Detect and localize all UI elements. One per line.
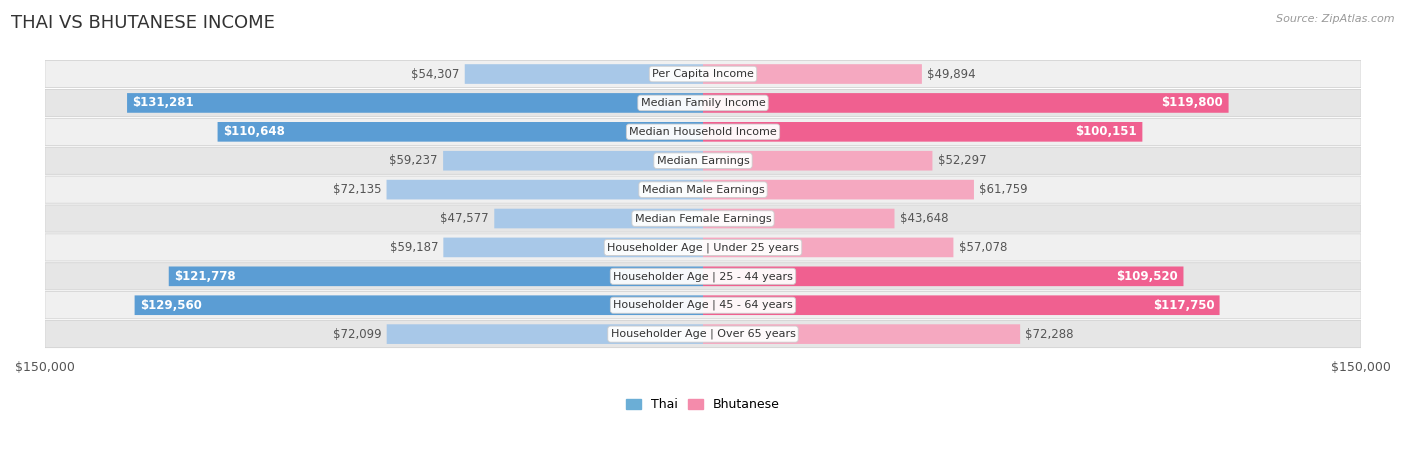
Text: $57,078: $57,078	[959, 241, 1007, 254]
FancyBboxPatch shape	[45, 118, 1361, 145]
Text: Source: ZipAtlas.com: Source: ZipAtlas.com	[1277, 14, 1395, 24]
Text: $72,288: $72,288	[1025, 328, 1074, 340]
FancyBboxPatch shape	[703, 238, 953, 257]
FancyBboxPatch shape	[45, 89, 1361, 116]
FancyBboxPatch shape	[45, 176, 1361, 203]
Text: $54,307: $54,307	[411, 68, 460, 80]
Text: Median Household Income: Median Household Income	[628, 127, 778, 137]
Text: $129,560: $129,560	[139, 299, 201, 311]
Text: $47,577: $47,577	[440, 212, 489, 225]
FancyBboxPatch shape	[127, 93, 703, 113]
Text: Median Earnings: Median Earnings	[657, 156, 749, 166]
Text: $100,151: $100,151	[1076, 125, 1137, 138]
FancyBboxPatch shape	[465, 64, 703, 84]
FancyBboxPatch shape	[703, 296, 1219, 315]
Text: $59,237: $59,237	[389, 154, 437, 167]
Text: $131,281: $131,281	[132, 96, 194, 109]
FancyBboxPatch shape	[495, 209, 703, 228]
Text: Median Male Earnings: Median Male Earnings	[641, 184, 765, 195]
Text: $49,894: $49,894	[927, 68, 976, 80]
Text: $109,520: $109,520	[1116, 270, 1178, 283]
FancyBboxPatch shape	[135, 296, 703, 315]
FancyBboxPatch shape	[45, 60, 1361, 88]
Text: $72,099: $72,099	[333, 328, 381, 340]
Text: Median Female Earnings: Median Female Earnings	[634, 213, 772, 224]
Text: $117,750: $117,750	[1153, 299, 1215, 311]
Text: $61,759: $61,759	[979, 183, 1028, 196]
FancyBboxPatch shape	[703, 209, 894, 228]
FancyBboxPatch shape	[703, 122, 1142, 142]
Legend: Thai, Bhutanese: Thai, Bhutanese	[621, 393, 785, 416]
FancyBboxPatch shape	[387, 180, 703, 199]
Text: $52,297: $52,297	[938, 154, 987, 167]
FancyBboxPatch shape	[443, 151, 703, 170]
Text: $121,778: $121,778	[174, 270, 236, 283]
FancyBboxPatch shape	[703, 267, 1184, 286]
FancyBboxPatch shape	[703, 64, 922, 84]
Text: $72,135: $72,135	[333, 183, 381, 196]
FancyBboxPatch shape	[45, 234, 1361, 261]
FancyBboxPatch shape	[703, 324, 1021, 344]
Text: $59,187: $59,187	[389, 241, 439, 254]
FancyBboxPatch shape	[218, 122, 703, 142]
Text: Householder Age | 45 - 64 years: Householder Age | 45 - 64 years	[613, 300, 793, 311]
FancyBboxPatch shape	[703, 180, 974, 199]
Text: Householder Age | 25 - 44 years: Householder Age | 25 - 44 years	[613, 271, 793, 282]
Text: Householder Age | Under 25 years: Householder Age | Under 25 years	[607, 242, 799, 253]
Text: $110,648: $110,648	[222, 125, 285, 138]
Text: $119,800: $119,800	[1161, 96, 1223, 109]
FancyBboxPatch shape	[45, 320, 1361, 348]
FancyBboxPatch shape	[45, 291, 1361, 319]
FancyBboxPatch shape	[443, 238, 703, 257]
FancyBboxPatch shape	[387, 324, 703, 344]
FancyBboxPatch shape	[169, 267, 703, 286]
FancyBboxPatch shape	[45, 205, 1361, 232]
Text: THAI VS BHUTANESE INCOME: THAI VS BHUTANESE INCOME	[11, 14, 276, 32]
Text: Householder Age | Over 65 years: Householder Age | Over 65 years	[610, 329, 796, 340]
FancyBboxPatch shape	[703, 93, 1229, 113]
Text: Per Capita Income: Per Capita Income	[652, 69, 754, 79]
Text: $43,648: $43,648	[900, 212, 948, 225]
FancyBboxPatch shape	[45, 263, 1361, 290]
FancyBboxPatch shape	[45, 147, 1361, 174]
FancyBboxPatch shape	[703, 151, 932, 170]
Text: Median Family Income: Median Family Income	[641, 98, 765, 108]
